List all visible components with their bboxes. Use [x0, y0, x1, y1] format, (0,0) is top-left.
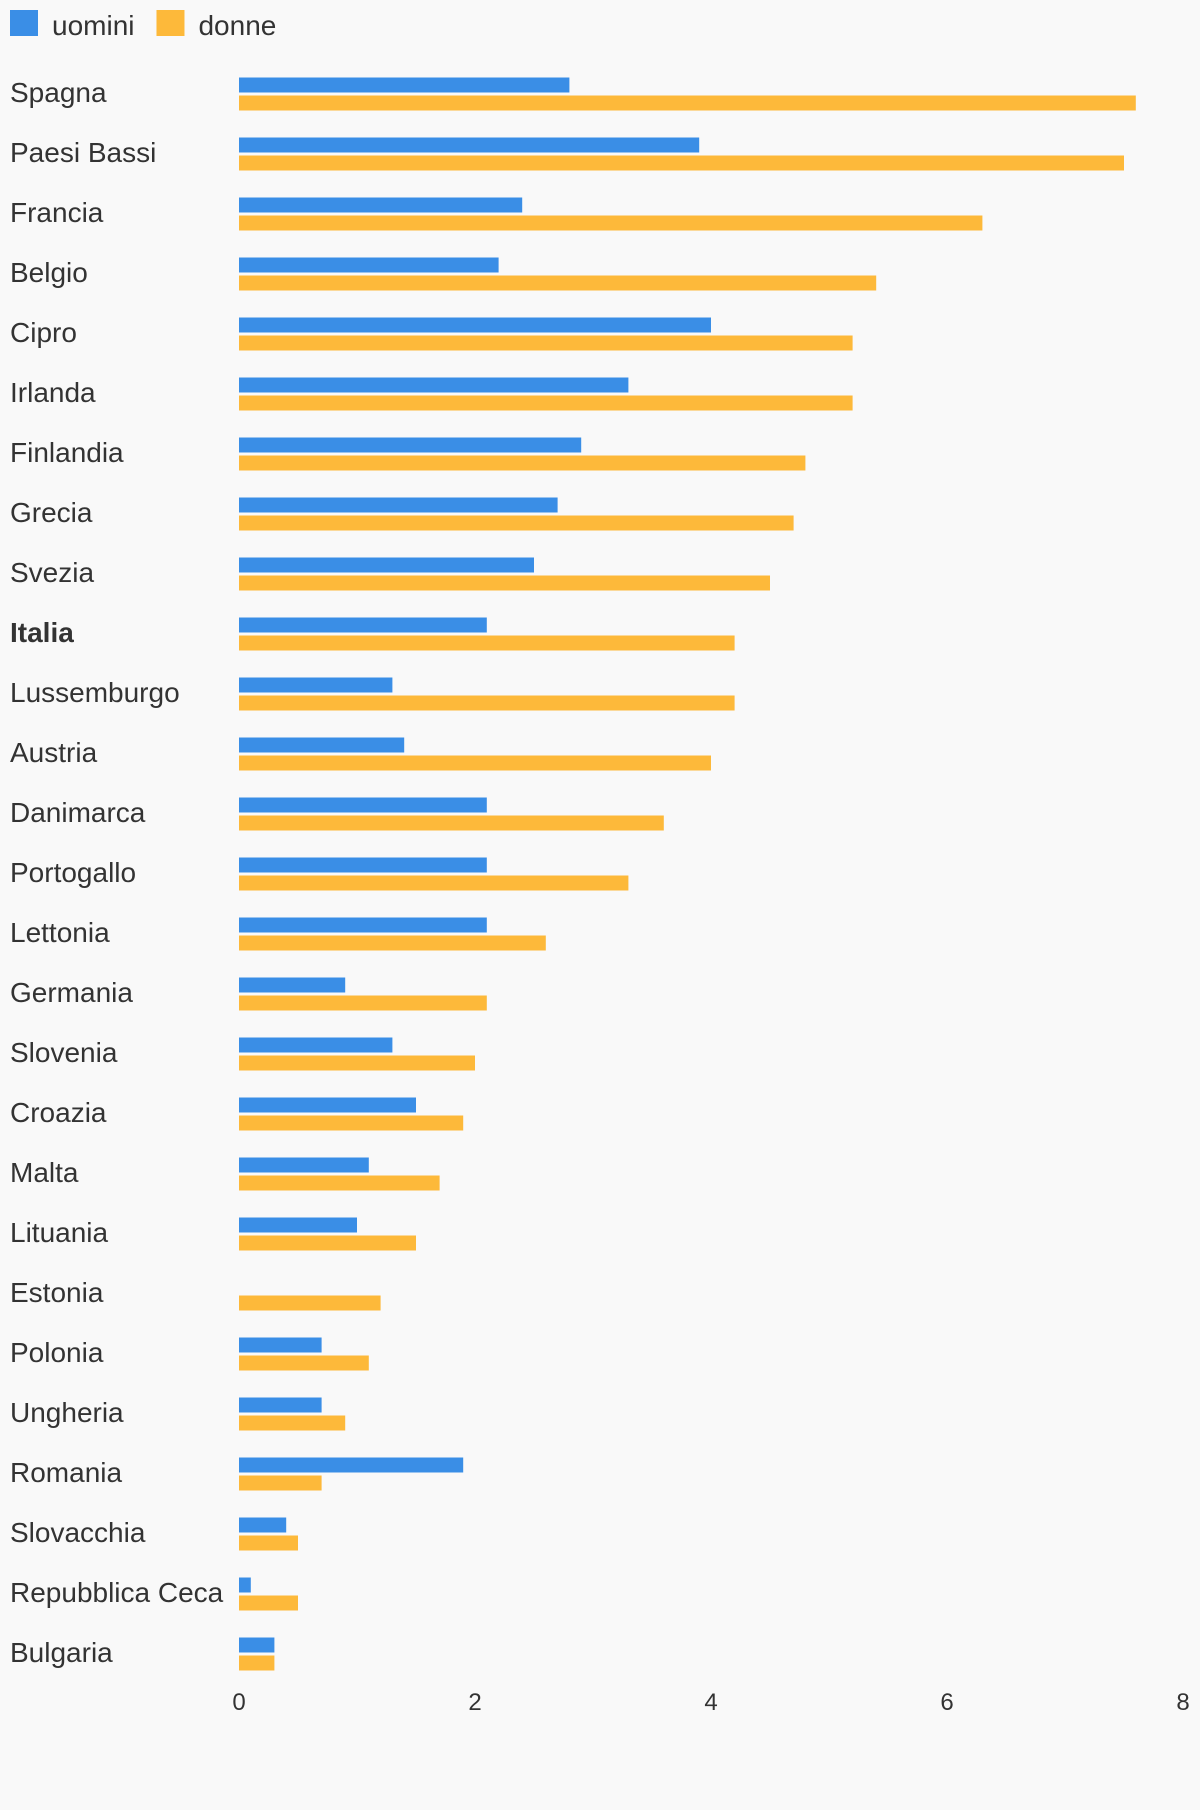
- bar-uomini-Romania: [239, 1457, 464, 1473]
- bar-donne-Finlandia: [239, 455, 806, 471]
- legend-swatch-uomini: [10, 10, 38, 36]
- x-tick-label: 6: [940, 1689, 953, 1716]
- legend-swatch-donne: [156, 10, 185, 36]
- x-tick-label: 0: [232, 1689, 245, 1716]
- bar-uomini-Malta: [239, 1157, 369, 1173]
- bar-donne-Paesi Bassi: [239, 155, 1124, 171]
- category-label: Estonia: [10, 1277, 104, 1308]
- category-label: Finlandia: [10, 437, 124, 468]
- category-label: Croazia: [10, 1097, 107, 1128]
- bar-donne-Slovacchia: [239, 1535, 298, 1551]
- bar-uomini-Polonia: [239, 1337, 322, 1353]
- bar-uomini-Spagna: [239, 77, 570, 93]
- bar-donne-Polonia: [239, 1355, 369, 1371]
- bar-donne-Austria: [239, 755, 711, 771]
- bar-donne-Slovenia: [239, 1055, 475, 1071]
- category-label: Francia: [10, 197, 104, 228]
- bar-uomini-Lituania: [239, 1217, 357, 1233]
- bar-uomini-Germania: [239, 977, 346, 993]
- category-label: Portogallo: [10, 857, 136, 888]
- bar-donne-Spagna: [239, 95, 1136, 111]
- category-label: Polonia: [10, 1337, 104, 1368]
- bar-donne-Ungheria: [239, 1415, 346, 1431]
- category-label: Svezia: [10, 557, 94, 588]
- bar-uomini-Finlandia: [239, 437, 582, 453]
- bar-uomini-Belgio: [239, 257, 499, 273]
- bar-uomini-Grecia: [239, 497, 558, 513]
- x-tick-label: 8: [1176, 1689, 1189, 1716]
- bar-uomini-Francia: [239, 197, 523, 213]
- bar-donne-Lettonia: [239, 935, 546, 951]
- category-label: Italia: [10, 617, 74, 648]
- category-label: Lettonia: [10, 917, 110, 948]
- category-label: Slovacchia: [10, 1517, 146, 1548]
- category-label: Malta: [10, 1157, 79, 1188]
- category-label: Cipro: [10, 317, 77, 348]
- bar-uomini-Austria: [239, 737, 405, 753]
- bar-donne-Italia: [239, 635, 735, 651]
- bar-uomini-Danimarca: [239, 797, 487, 813]
- bar-donne-Repubblica Ceca: [239, 1595, 298, 1611]
- bar-donne-Bulgaria: [239, 1655, 275, 1671]
- bar-donne-Estonia: [239, 1295, 381, 1311]
- bar-donne-Romania: [239, 1475, 322, 1491]
- x-tick-label: 2: [468, 1689, 481, 1716]
- bar-uomini-Paesi Bassi: [239, 137, 700, 153]
- category-label: Lussemburgo: [10, 677, 180, 708]
- category-label: Repubblica Ceca: [10, 1577, 224, 1608]
- bar-uomini-Bulgaria: [239, 1637, 275, 1653]
- bar-uomini-Portogallo: [239, 857, 487, 873]
- category-label: Spagna: [10, 77, 107, 108]
- bar-donne-Malta: [239, 1175, 440, 1191]
- legend-label-donne: donne: [198, 10, 276, 41]
- category-label: Grecia: [10, 497, 93, 528]
- bar-uomini-Irlanda: [239, 377, 629, 393]
- bar-uomini-Slovacchia: [239, 1517, 287, 1533]
- bar-donne-Francia: [239, 215, 983, 231]
- bar-donne-Portogallo: [239, 875, 629, 891]
- bar-uomini-Cipro: [239, 317, 711, 333]
- category-label: Danimarca: [10, 797, 146, 828]
- category-label: Belgio: [10, 257, 88, 288]
- category-label: Irlanda: [10, 377, 96, 408]
- legend-label-uomini: uomini: [52, 10, 134, 41]
- bar-uomini-Lettonia: [239, 917, 487, 933]
- category-label: Lituania: [10, 1217, 109, 1248]
- bar-donne-Lituania: [239, 1235, 416, 1251]
- x-tick-label: 4: [704, 1689, 717, 1716]
- bar-donne-Irlanda: [239, 395, 853, 411]
- category-label: Bulgaria: [10, 1637, 113, 1668]
- category-label: Austria: [10, 737, 98, 768]
- bar-donne-Svezia: [239, 575, 770, 591]
- bar-donne-Grecia: [239, 515, 794, 531]
- category-label: Romania: [10, 1457, 122, 1488]
- bar-uomini-Svezia: [239, 557, 534, 573]
- category-label: Ungheria: [10, 1397, 124, 1428]
- category-label: Germania: [10, 977, 133, 1008]
- bar-uomini-Ungheria: [239, 1397, 322, 1413]
- bar-donne-Croazia: [239, 1115, 464, 1131]
- bar-uomini-Slovenia: [239, 1037, 393, 1053]
- bar-uomini-Lussemburgo: [239, 677, 393, 693]
- bar-donne-Cipro: [239, 335, 853, 351]
- bar-donne-Danimarca: [239, 815, 664, 831]
- bar-donne-Germania: [239, 995, 487, 1011]
- category-label: Slovenia: [10, 1037, 118, 1068]
- bar-uomini-Croazia: [239, 1097, 416, 1113]
- bar-donne-Lussemburgo: [239, 695, 735, 711]
- bar-uomini-Italia: [239, 617, 487, 633]
- bar-donne-Belgio: [239, 275, 877, 291]
- bar-uomini-Repubblica Ceca: [239, 1577, 251, 1593]
- category-label: Paesi Bassi: [10, 137, 156, 168]
